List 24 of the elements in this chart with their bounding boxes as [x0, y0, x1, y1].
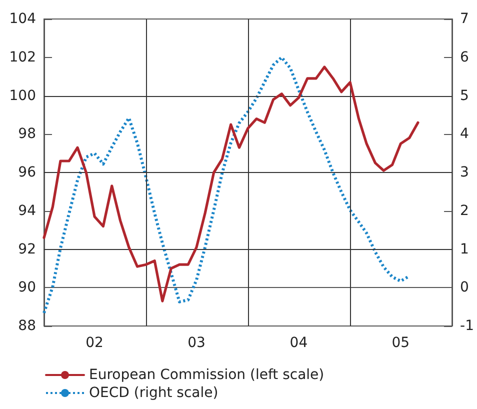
y-tick-label: 88: [18, 318, 36, 334]
x-tick-label: 04: [290, 335, 308, 351]
x-tick-label: 03: [188, 335, 206, 351]
y-tick-label: 96: [18, 164, 36, 180]
y-tick-label: 98: [18, 126, 36, 142]
y-tick-label: 92: [18, 241, 36, 258]
y2-tick-label: 4: [460, 126, 470, 142]
x-tick-label: 05: [392, 335, 410, 351]
y-tick-label: 102: [9, 49, 36, 66]
y2-tick-label: 6: [460, 49, 470, 66]
y2-tick-label: -1: [460, 318, 474, 334]
y2-tick-label: 7: [460, 11, 469, 27]
y-tick-label: 104: [9, 11, 36, 27]
y-tick-label: 90: [18, 280, 36, 296]
y-tick-label: 94: [18, 202, 36, 219]
x-tick-label: 02: [86, 335, 104, 351]
legend-label: OECD (right scale): [89, 385, 218, 401]
y2-tick-label: 5: [460, 88, 469, 104]
y2-tick-label: 1: [460, 241, 469, 258]
y2-tick-label: 0: [460, 280, 469, 296]
y2-tick-label: 2: [460, 202, 469, 219]
y2-tick-label: 3: [460, 164, 469, 180]
y-tick-label: 100: [9, 88, 36, 104]
legend-label: European Commission (left scale): [89, 367, 324, 383]
